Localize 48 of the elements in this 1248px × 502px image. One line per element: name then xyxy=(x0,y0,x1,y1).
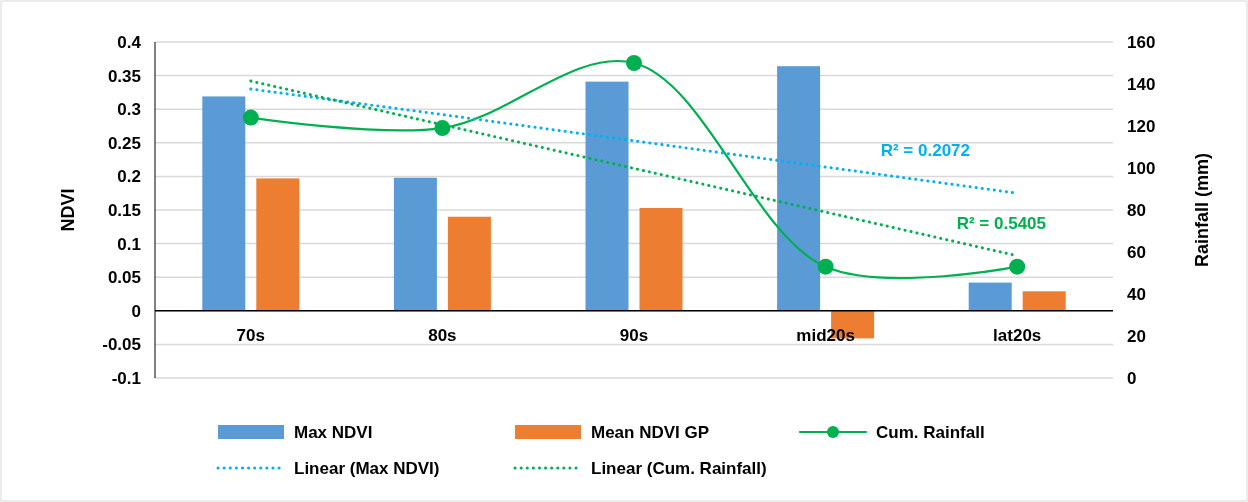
y2-axis-title: Rainfall (mm) xyxy=(1192,152,1212,268)
bar xyxy=(639,207,683,311)
y2-tick-label: 80 xyxy=(1127,200,1146,220)
y2-tick-label: 60 xyxy=(1127,242,1146,262)
y-axis-title: NDVI xyxy=(58,188,78,232)
point xyxy=(242,109,259,126)
y-tick-label: 0.4 xyxy=(117,32,142,52)
bar xyxy=(256,178,300,311)
y-tick-label: 0.05 xyxy=(107,268,141,288)
x-tick-label: 90s xyxy=(619,325,649,345)
y2-tick-label: 100 xyxy=(1127,158,1156,178)
y-tick-label: 0.35 xyxy=(107,66,141,86)
y2-tick-label: 140 xyxy=(1127,74,1156,94)
legend-label: Max NDVI xyxy=(294,422,373,442)
x-tick-label: mid20s xyxy=(796,325,855,345)
bar xyxy=(447,216,491,311)
bar xyxy=(777,66,821,311)
legend-label: Mean NDVI GP xyxy=(591,422,710,442)
x-tick-label: lat20s xyxy=(993,325,1042,345)
y-tick-label: 0.1 xyxy=(117,234,141,254)
y-tick-label: 0.25 xyxy=(107,133,141,153)
y2-tick-label: 160 xyxy=(1127,32,1156,52)
annotation: R² = 0.5405 xyxy=(956,214,1046,233)
x-tick-label: 80s xyxy=(428,325,457,345)
point xyxy=(434,120,451,137)
y-tick-label: -0.05 xyxy=(102,335,141,355)
point xyxy=(626,55,642,71)
y-tick-label: 0 xyxy=(131,301,141,321)
y-tick-label: -0.1 xyxy=(111,368,141,388)
y2-tick-label: 20 xyxy=(1127,326,1146,346)
bar xyxy=(585,81,629,311)
y2-tick-label: 40 xyxy=(1127,284,1146,304)
y-tick-label: 0.3 xyxy=(117,100,141,120)
point xyxy=(817,258,834,275)
legend-label: Linear (Cum. Rainfall) xyxy=(591,458,767,478)
y-tick-label: 0.2 xyxy=(117,167,141,187)
bar xyxy=(393,177,437,311)
y-tick-label: 0.15 xyxy=(107,200,141,220)
legend-label: Linear (Max NDVI) xyxy=(294,458,440,478)
bar xyxy=(968,282,1012,311)
y2-tick-label: 0 xyxy=(1127,368,1137,388)
y2-tick-label: 120 xyxy=(1127,116,1156,136)
bar xyxy=(1022,291,1066,311)
bar xyxy=(202,96,246,311)
x-tick-label: 70s xyxy=(236,325,265,345)
legend-label: Cum. Rainfall xyxy=(876,422,985,442)
annotation: R² = 0.2072 xyxy=(880,141,970,160)
point xyxy=(1009,258,1026,275)
